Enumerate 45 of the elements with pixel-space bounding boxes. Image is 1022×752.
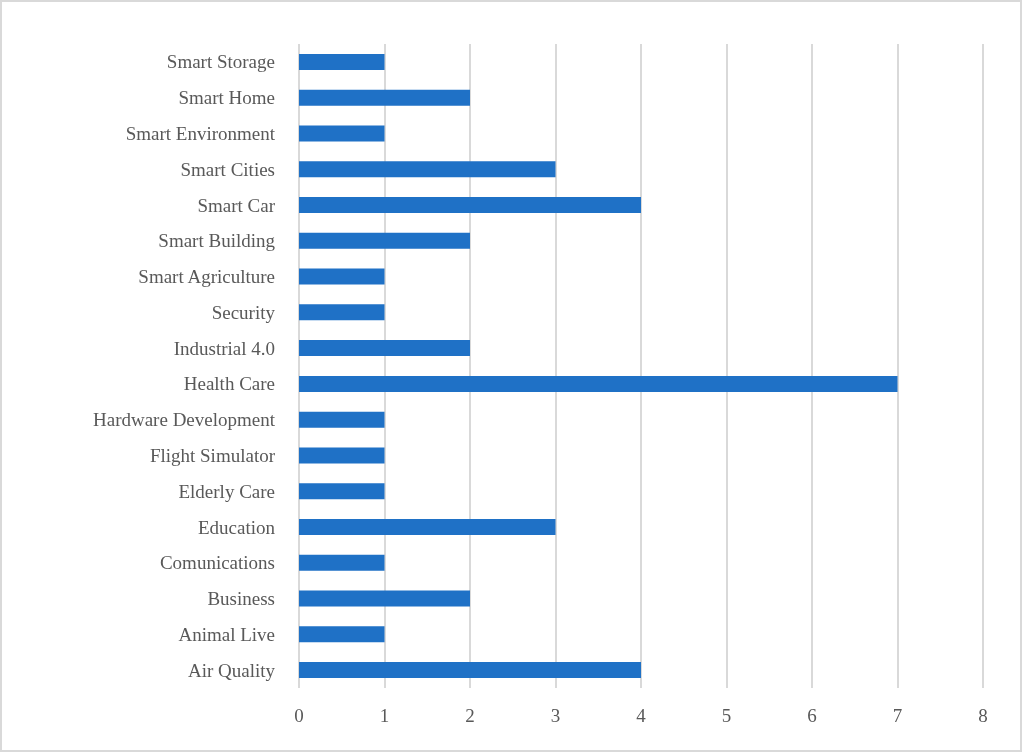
x-tick-label: 0 — [294, 705, 304, 726]
y-tick-label: Smart Building — [158, 230, 276, 252]
x-tick-label: 8 — [978, 705, 988, 726]
y-tick-label: Education — [197, 516, 276, 538]
y-tick-label: Hardware Development — [92, 409, 276, 431]
y-tick-label: Smart Storage — [166, 51, 275, 73]
bar — [299, 268, 385, 285]
bar — [299, 53, 385, 70]
x-tick-label: 5 — [721, 705, 732, 726]
x-tick-label: 6 — [807, 705, 817, 726]
bar — [299, 411, 385, 428]
bar — [299, 375, 898, 392]
y-tick-label: Elderly Care — [178, 480, 275, 502]
y-tick-label: Smart Agriculture — [138, 266, 275, 288]
x-tick-label: 2 — [465, 705, 475, 726]
y-tick-label: Flight Simulator — [149, 444, 276, 466]
y-tick-label: Security — [211, 301, 276, 323]
bar — [299, 197, 641, 213]
bar — [299, 232, 470, 249]
y-tick-label: Industrial 4.0 — [173, 337, 275, 359]
x-tick-label: 7 — [892, 705, 903, 726]
y-tick-label: Smart Environment — [125, 122, 276, 144]
x-tick-label: 1 — [379, 705, 390, 726]
y-tick-label: Animal Live — [178, 623, 275, 645]
y-tick-label: Comunications — [159, 552, 275, 574]
y-tick-label: Health Care — [183, 373, 275, 395]
y-tick-label: Air Quality — [187, 659, 276, 681]
y-tick-label: Business — [207, 588, 275, 610]
bar — [299, 89, 470, 106]
bar — [299, 161, 556, 178]
y-tick-label: Smart Cities — [180, 158, 275, 180]
y-tick-label: Smart Home — [178, 87, 275, 109]
x-tick-label: 4 — [636, 705, 647, 726]
bar — [299, 554, 385, 571]
bar — [299, 519, 556, 535]
bar — [299, 340, 470, 357]
bar — [299, 447, 385, 464]
bar — [299, 626, 385, 643]
bar — [299, 125, 385, 142]
y-tick-label: Smart Car — [197, 194, 276, 216]
x-tick-label: 3 — [550, 705, 561, 726]
bar — [299, 483, 385, 500]
bar — [299, 304, 385, 321]
bar — [299, 590, 470, 607]
bar — [299, 662, 641, 679]
